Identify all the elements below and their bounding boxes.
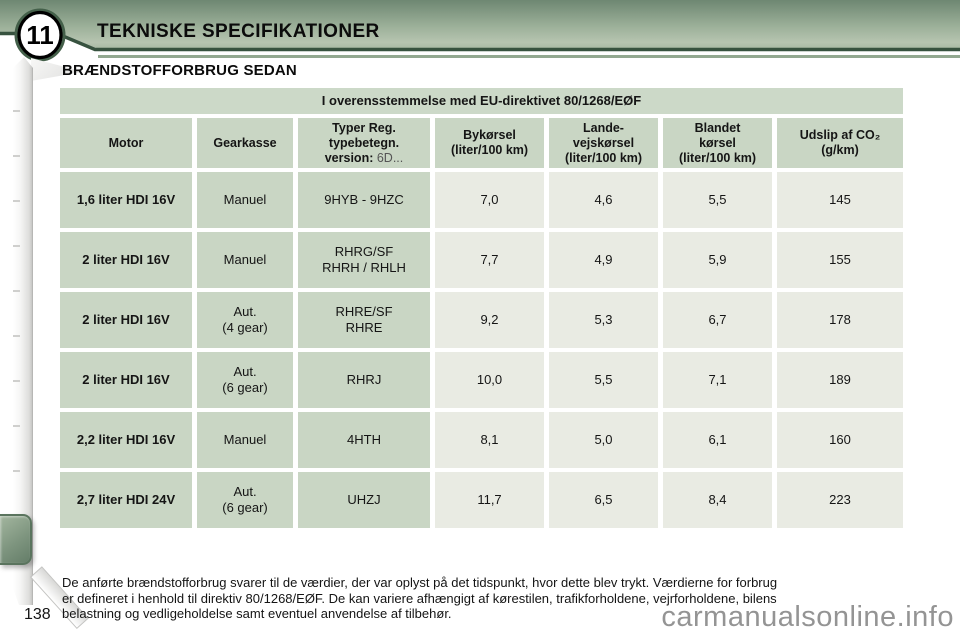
- watermark-text: carmanualsonline.info: [661, 601, 954, 633]
- cell-typer: 9HYB - 9HZC: [298, 172, 430, 228]
- typer-version-label: version:: [324, 150, 377, 165]
- typer-line2: typebetegn.: [328, 135, 400, 150]
- typer-version-value: 6D...: [376, 150, 404, 165]
- cell-landevejskorsel: 6,5: [549, 472, 658, 528]
- chapter-tab-marker: [0, 514, 32, 565]
- cell-landevejskorsel: 5,0: [549, 412, 658, 468]
- column-header-landevejskorsel: Lande- vejskørsel (liter/100 km): [549, 118, 658, 168]
- column-header-gearkasse: Gearkasse: [197, 118, 293, 168]
- typer-line1: Typer Reg.: [332, 120, 396, 135]
- cell-landevejskorsel: 5,3: [549, 292, 658, 348]
- cell-bykorsel: 7,0: [435, 172, 544, 228]
- cell-gearkasse: Manuel: [197, 232, 293, 288]
- cell-motor: 2,2 liter HDI 16V: [60, 412, 192, 468]
- cell-blandet: 6,1: [663, 412, 772, 468]
- cell-bykorsel: 8,1: [435, 412, 544, 468]
- cell-blandet: 5,9: [663, 232, 772, 288]
- cell-blandet: 7,1: [663, 352, 772, 408]
- column-header-co2: Udslip af CO₂ (g/km): [777, 118, 903, 168]
- column-header-typer: Typer Reg. typebetegn. version: 6D...: [298, 118, 430, 168]
- cell-co2: 178: [777, 292, 903, 348]
- cell-co2: 155: [777, 232, 903, 288]
- cell-co2: 160: [777, 412, 903, 468]
- cell-co2: 223: [777, 472, 903, 528]
- cell-typer: UHZJ: [298, 472, 430, 528]
- fuel-consumption-table: I overensstemmelse med EU-direktivet 80/…: [60, 88, 903, 528]
- footnote-text: De anførte brændstofforbrug svarer til d…: [62, 575, 778, 621]
- cell-typer: RHRG/SF RHRH / RHLH: [298, 232, 430, 288]
- column-header-bykorsel: Bykørsel (liter/100 km): [435, 118, 544, 168]
- section-title: BRÆNDSTOFFORBRUG SEDAN: [62, 62, 297, 79]
- page-number: 138: [24, 606, 51, 623]
- column-header-blandet-korsel: Blandet kørsel (liter/100 km): [663, 118, 772, 168]
- cell-gearkasse: Manuel: [197, 172, 293, 228]
- cell-landevejskorsel: 4,9: [549, 232, 658, 288]
- cell-gearkasse: Aut. (6 gear): [197, 472, 293, 528]
- cell-typer: RHRJ: [298, 352, 430, 408]
- cell-typer: 4HTH: [298, 412, 430, 468]
- cell-gearkasse: Manuel: [197, 412, 293, 468]
- cell-motor: 2 liter HDI 16V: [60, 292, 192, 348]
- column-header-motor: Motor: [60, 118, 192, 168]
- cell-co2: 189: [777, 352, 903, 408]
- typer-line3: version: 6D...: [325, 151, 404, 166]
- cell-bykorsel: 11,7: [435, 472, 544, 528]
- page-title: TEKNISKE SPECIFIKATIONER: [97, 21, 380, 42]
- header-gradient-shape: [0, 0, 960, 48]
- header-band: 11: [0, 0, 960, 62]
- cell-bykorsel: 10,0: [435, 352, 544, 408]
- cell-blandet: 6,7: [663, 292, 772, 348]
- cell-motor: 2,7 liter HDI 24V: [60, 472, 192, 528]
- cell-landevejskorsel: 5,5: [549, 352, 658, 408]
- cell-blandet: 5,5: [663, 172, 772, 228]
- cell-typer: RHRE/SF RHRE: [298, 292, 430, 348]
- cell-landevejskorsel: 4,6: [549, 172, 658, 228]
- cell-motor: 1,6 liter HDI 16V: [60, 172, 192, 228]
- cell-gearkasse: Aut. (6 gear): [197, 352, 293, 408]
- chapter-number: 11: [26, 20, 54, 50]
- cell-blandet: 8,4: [663, 472, 772, 528]
- cell-co2: 145: [777, 172, 903, 228]
- sidebar-index-strip: [13, 57, 33, 605]
- cell-motor: 2 liter HDI 16V: [60, 352, 192, 408]
- cell-bykorsel: 7,7: [435, 232, 544, 288]
- chapter-badge: [17, 10, 63, 60]
- cell-motor: 2 liter HDI 16V: [60, 232, 192, 288]
- cell-gearkasse: Aut. (4 gear): [197, 292, 293, 348]
- table-compliance-header: I overensstemmelse med EU-direktivet 80/…: [60, 88, 903, 114]
- chapter-badge-outer-ring: [14, 8, 66, 62]
- cell-bykorsel: 9,2: [435, 292, 544, 348]
